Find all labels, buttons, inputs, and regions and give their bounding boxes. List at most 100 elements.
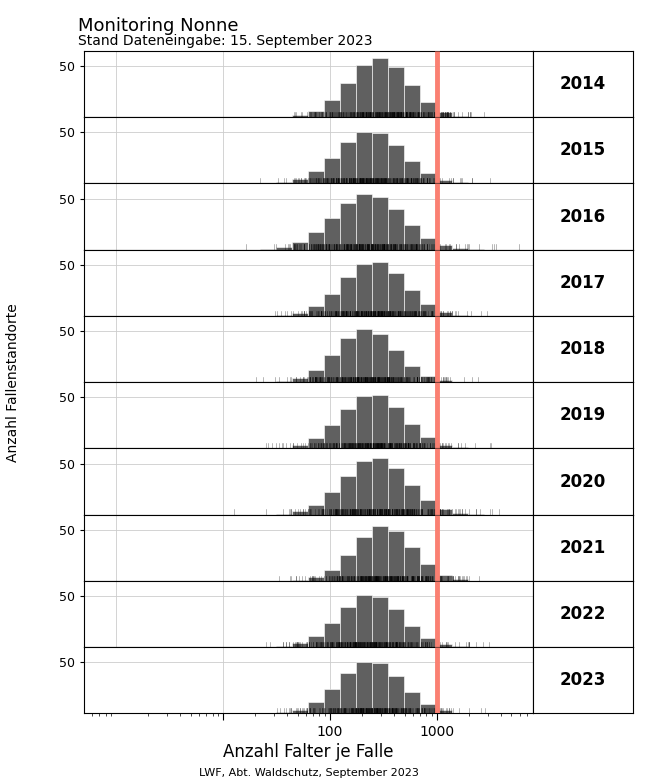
Bar xyxy=(436,245,452,249)
Bar xyxy=(356,132,372,183)
Bar xyxy=(388,274,404,316)
Bar xyxy=(436,710,452,713)
Bar xyxy=(340,339,356,382)
Bar xyxy=(420,304,436,316)
Bar xyxy=(420,102,436,118)
Bar xyxy=(291,115,308,118)
Bar xyxy=(404,424,420,448)
Bar xyxy=(436,312,452,316)
Bar xyxy=(436,644,452,648)
Bar xyxy=(404,161,420,183)
Bar xyxy=(404,290,420,316)
Bar xyxy=(324,355,340,382)
Bar xyxy=(371,334,388,382)
Bar xyxy=(371,662,388,713)
Bar xyxy=(291,580,308,581)
Bar xyxy=(371,458,388,514)
Bar xyxy=(307,307,324,316)
Text: 2019: 2019 xyxy=(560,406,606,424)
Bar xyxy=(388,468,404,514)
Bar xyxy=(452,513,468,514)
Text: 2016: 2016 xyxy=(560,208,606,226)
Bar xyxy=(404,225,420,249)
Bar xyxy=(307,438,324,448)
Bar xyxy=(324,492,340,514)
Bar xyxy=(371,526,388,581)
Bar xyxy=(356,65,372,118)
Bar xyxy=(436,575,452,581)
Bar xyxy=(324,100,340,118)
Bar xyxy=(371,597,388,648)
Text: Monitoring Nonne: Monitoring Nonne xyxy=(78,17,238,35)
Bar xyxy=(307,369,324,382)
Bar xyxy=(452,116,468,118)
Text: 2014: 2014 xyxy=(560,75,606,93)
Text: 2023: 2023 xyxy=(560,671,606,689)
Bar xyxy=(291,242,308,249)
Bar xyxy=(356,595,372,648)
Text: Anzahl Fallenstandorte: Anzahl Fallenstandorte xyxy=(6,303,20,462)
Bar xyxy=(420,238,436,249)
Bar xyxy=(291,179,308,183)
Bar xyxy=(388,350,404,382)
Bar xyxy=(291,313,308,316)
Bar xyxy=(324,623,340,648)
Bar xyxy=(276,381,292,382)
Text: 2022: 2022 xyxy=(560,605,606,623)
Bar xyxy=(388,67,404,118)
Bar xyxy=(307,505,324,514)
Bar xyxy=(356,662,372,713)
Bar xyxy=(324,218,340,249)
Bar xyxy=(356,329,372,382)
Bar xyxy=(276,182,292,183)
Bar xyxy=(404,485,420,514)
Bar xyxy=(307,636,324,648)
Text: 2017: 2017 xyxy=(560,274,606,292)
Bar xyxy=(356,462,372,514)
Bar xyxy=(452,579,468,581)
Text: 2015: 2015 xyxy=(560,141,606,159)
Bar xyxy=(307,232,324,249)
Bar xyxy=(404,85,420,118)
Bar xyxy=(371,58,388,118)
Bar xyxy=(324,294,340,316)
Bar xyxy=(356,396,372,448)
Bar xyxy=(420,173,436,183)
Bar xyxy=(276,315,292,316)
Bar xyxy=(291,511,308,514)
Bar xyxy=(340,673,356,713)
Bar xyxy=(356,194,372,249)
Bar xyxy=(404,365,420,382)
Text: Stand Dateneingabe: 15. September 2023: Stand Dateneingabe: 15. September 2023 xyxy=(78,34,372,48)
Bar xyxy=(452,315,468,316)
Bar xyxy=(291,378,308,382)
Text: 2018: 2018 xyxy=(560,340,606,358)
Bar xyxy=(436,111,452,118)
Bar xyxy=(307,578,324,581)
Bar xyxy=(340,555,356,581)
Bar xyxy=(404,691,420,713)
Text: 2021: 2021 xyxy=(560,539,606,557)
Bar xyxy=(324,158,340,183)
Bar xyxy=(404,626,420,648)
Bar xyxy=(420,637,436,648)
Bar xyxy=(452,646,468,648)
Bar xyxy=(371,395,388,448)
Bar xyxy=(388,209,404,249)
Bar xyxy=(371,197,388,249)
Bar xyxy=(340,476,356,514)
Text: LWF, Abt. Waldschutz, September 2023: LWF, Abt. Waldschutz, September 2023 xyxy=(198,768,419,778)
Bar xyxy=(276,646,292,648)
Bar xyxy=(420,376,436,382)
Bar xyxy=(388,407,404,448)
Bar xyxy=(340,83,356,118)
Bar xyxy=(324,689,340,713)
Bar xyxy=(404,547,420,581)
Bar xyxy=(371,132,388,183)
Bar xyxy=(356,263,372,316)
Bar xyxy=(324,570,340,581)
Bar xyxy=(340,202,356,249)
Text: 2020: 2020 xyxy=(560,473,606,491)
Bar xyxy=(307,171,324,183)
Bar xyxy=(291,710,308,713)
